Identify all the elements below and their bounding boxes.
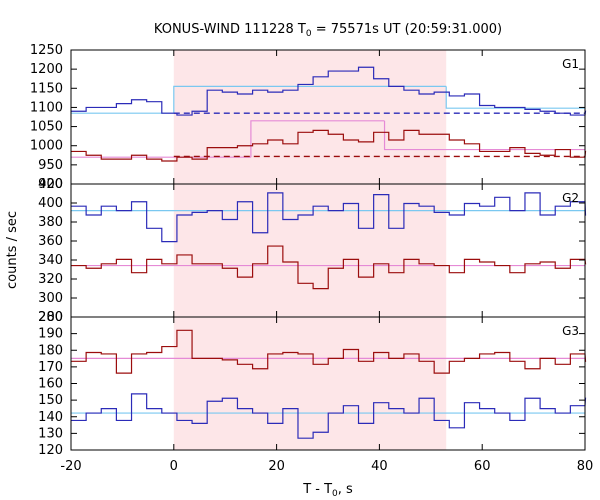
- g3-ytick-label: 170: [38, 360, 63, 375]
- chart-title-main: KONUS-WIND 111228 T: [154, 22, 306, 37]
- g2-ytick-label: 320: [38, 272, 63, 287]
- shaded-interval: [173, 50, 447, 450]
- g3-series-red: [71, 329, 587, 374]
- x-axis-label-subscript: 0: [332, 489, 338, 499]
- g1-ytick-label: 900: [38, 177, 63, 192]
- chart-title: KONUS-WIND 111228 T0 = 75571s UT (20:59:…: [154, 22, 502, 39]
- g3-series-blue: [71, 393, 587, 439]
- g3-ytick-label: 160: [38, 377, 63, 392]
- g1-series-red: [71, 129, 587, 162]
- g3-ytick-label: 200: [38, 310, 63, 325]
- g2-ytick-label: 300: [38, 291, 63, 306]
- g1-series-blue: [71, 66, 587, 116]
- g1-background-bg_pink-2: [383, 120, 585, 151]
- g1-ytick-label: 1200: [30, 62, 63, 77]
- g2-series-red: [71, 245, 587, 290]
- g2-panel-label: G2: [562, 191, 579, 205]
- g3-ytick-label: 130: [38, 426, 63, 441]
- g1-ytick-label: 1250: [30, 43, 63, 58]
- x-tick-label: -20: [60, 459, 81, 474]
- x-tick-label: 20: [268, 459, 285, 474]
- x-tick-label: 40: [371, 459, 388, 474]
- g2-ytick-label: 400: [38, 196, 63, 211]
- g3-ytick-label: 120: [38, 443, 63, 458]
- g3-ytick-label: 150: [38, 393, 63, 408]
- g3-panel-label: G3: [562, 324, 579, 338]
- x-tick-label: 0: [170, 459, 178, 474]
- g3-ytick-label: 180: [38, 343, 63, 358]
- y-axis-label: counts / sec: [5, 211, 20, 289]
- g1-ytick-label: 950: [38, 158, 63, 173]
- g1-ytick-label: 1100: [30, 100, 63, 115]
- g2-ytick-label: 280: [38, 310, 63, 325]
- g1-ytick-label: 1000: [30, 139, 63, 154]
- g1-background-bg_pink-1: [250, 120, 385, 158]
- g1-ytick-label: 1150: [30, 81, 63, 96]
- chart-title-subscript: 0: [306, 29, 312, 39]
- g2-ytick-label: 360: [38, 234, 63, 249]
- g3-ytick-label: 190: [38, 327, 63, 342]
- g1-panel-label: G1: [562, 57, 579, 71]
- x-tick-label: 80: [577, 459, 594, 474]
- g1-background-bg_blue-1: [173, 85, 447, 114]
- g1-ytick-label: 1050: [30, 120, 63, 135]
- g1-background-bg_blue-2: [445, 86, 585, 109]
- chart-title-rest: = 75571s UT (20:59:31.000): [312, 22, 502, 37]
- plot-area: 900950100010501100115012001250G128030032…: [30, 43, 593, 474]
- x-tick-label: 60: [474, 459, 491, 474]
- x-axis-label-rest: , s: [338, 482, 353, 497]
- g2-series-blue: [71, 192, 587, 243]
- g3-ytick-label: 140: [38, 410, 63, 425]
- g2-ytick-label: 420: [38, 177, 63, 192]
- x-axis-label-main: T - T: [302, 482, 332, 497]
- g2-ytick-label: 340: [38, 253, 63, 268]
- g2-ytick-label: 380: [38, 215, 63, 230]
- x-axis-label: T - T0, s: [302, 482, 353, 499]
